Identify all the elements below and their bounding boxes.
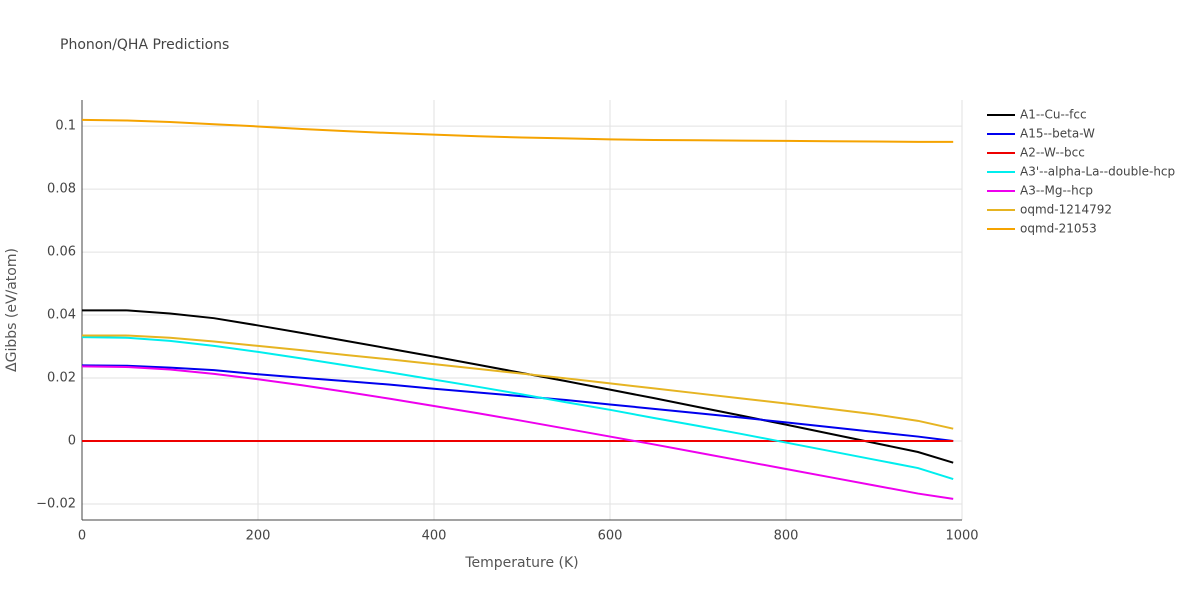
legend-label: A2--W--bcc [1020,146,1085,160]
x-tick-label: 600 [598,529,623,544]
line-series [82,309,954,464]
x-tick-label: 200 [246,529,271,544]
legend-label: oqmd-21053 [1020,222,1097,236]
line-series [82,334,954,430]
x-tick-label: 0 [78,529,86,544]
line-series [81,336,954,481]
legend-label: A3--Mg--hcp [1020,184,1093,198]
chart-title: Phonon/QHA Predictions [60,37,229,53]
x-tick-label: 800 [774,529,799,544]
y-tick-label: 0.02 [47,371,76,386]
y-axis-title: ΔGibbs (eV/atom) [4,248,20,372]
x-axis-title: Temperature (K) [464,555,578,571]
line-series [81,364,954,442]
y-tick-label: 0.06 [47,245,76,260]
y-tick-label: −0.02 [36,496,76,511]
y-tick-label: 0.08 [47,182,76,197]
y-tick-label: 0 [68,433,76,448]
legend-label: A1--Cu--fcc [1020,108,1087,122]
y-tick-label: 0.1 [55,119,76,134]
legend-label: oqmd-1214792 [1020,203,1112,217]
legend-label: A15--beta-W [1020,127,1095,141]
line-series [81,118,954,143]
line-series [81,365,954,500]
legend-label: A3'--alpha-La--double-hcp [1020,165,1175,179]
x-tick-label: 400 [422,529,447,544]
y-tick-label: 0.04 [47,308,76,323]
x-tick-label: 1000 [945,529,978,544]
